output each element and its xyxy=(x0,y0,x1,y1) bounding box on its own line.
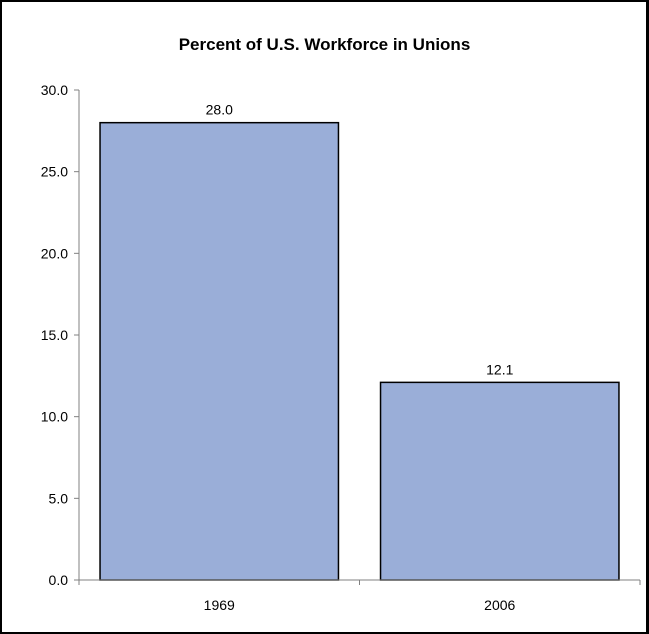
y-tick-label: 15.0 xyxy=(41,327,68,343)
y-tick-label: 25.0 xyxy=(41,164,68,180)
y-tick-label: 5.0 xyxy=(49,490,69,506)
chart-title: Percent of U.S. Workforce in Unions xyxy=(178,35,471,54)
data-label-1969: 28.0 xyxy=(206,102,233,118)
y-tick-label: 10.0 xyxy=(41,409,68,425)
y-tick-label: 30.0 xyxy=(41,82,68,98)
x-category-label: 1969 xyxy=(204,597,235,613)
bars-group: 28.0 12.1 xyxy=(99,102,620,581)
bar-2006 xyxy=(379,381,620,581)
y-tick-label: 0.0 xyxy=(49,572,69,588)
x-category-label: 2006 xyxy=(484,597,515,613)
y-axis-ticks: 0.0 5.0 10.0 15.0 20.0 25.0 30.0 xyxy=(41,82,79,588)
bar-1969 xyxy=(99,121,340,581)
x-axis-labels: 1969 2006 xyxy=(78,580,641,613)
y-tick-label: 20.0 xyxy=(41,245,68,261)
data-label-2006: 12.1 xyxy=(486,361,513,377)
